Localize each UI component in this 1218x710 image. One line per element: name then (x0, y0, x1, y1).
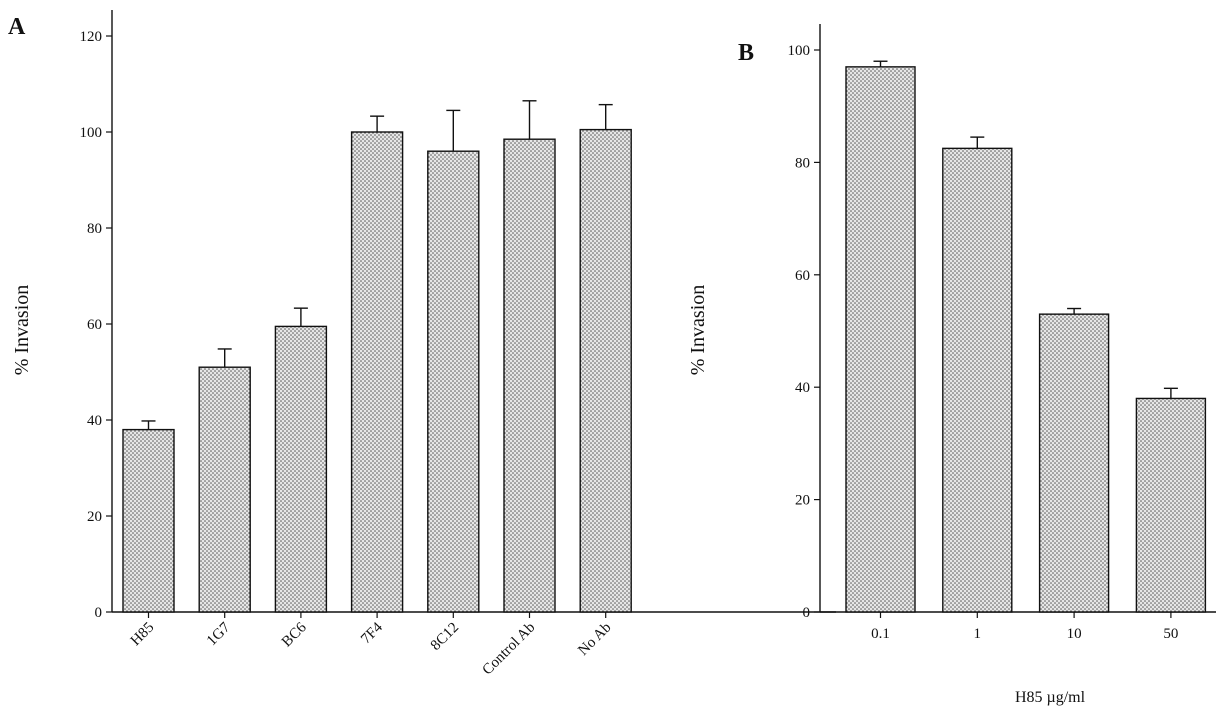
panel-a-chart: A % Invasion 0 20 40 60 80 100 120 H85 1G7 BC6 7F… (8, 10, 836, 678)
category-label: 7F4 (358, 619, 386, 647)
panel-b-x-axis-label: H85 µg/ml (1015, 689, 1086, 706)
bar (1038, 313, 1110, 613)
panel-b-bars (845, 66, 1207, 613)
category-label: 0.1 (871, 626, 890, 642)
bar (1135, 397, 1207, 613)
bar (122, 428, 175, 613)
panel-b-chart: B % Invasion H85 µg/ml 0 20 40 60 80 100 0.1 1… (687, 24, 1216, 706)
y-tick-label: 100 (80, 125, 103, 141)
category-label: Control Ab (480, 620, 539, 679)
category-label: 1G7 (204, 619, 234, 649)
y-tick-label: 20 (87, 509, 102, 525)
y-tick-label: 40 (795, 380, 810, 396)
bar (503, 138, 556, 613)
y-tick-label: 80 (87, 221, 102, 237)
panel-b-y-axis-label: % Invasion (687, 285, 709, 376)
category-label: No Ab (575, 620, 614, 659)
y-tick-label: 120 (80, 29, 103, 45)
panel-b-label: B (738, 40, 754, 66)
y-tick-label: 60 (87, 317, 102, 333)
bar (350, 131, 404, 613)
panel-a-y-ticks: 0 20 40 60 80 100 120 (80, 29, 112, 621)
panel-b-category-labels: 0.1 1 10 50 (871, 612, 1178, 642)
category-label: 50 (1163, 626, 1178, 642)
bar (198, 366, 251, 613)
bar (942, 147, 1013, 613)
y-tick-label: 0 (803, 605, 811, 621)
category-label: BC6 (279, 619, 310, 650)
bar (845, 66, 916, 613)
category-label: 8C12 (428, 620, 462, 654)
panel-a-category-labels: H85 1G7 BC6 7F4 8C12 Control Ab No Ab (128, 612, 615, 678)
panel-a-error-bars (141, 100, 613, 430)
category-label: H85 (128, 620, 158, 650)
panel-a-bars (122, 128, 632, 613)
bar (579, 128, 632, 613)
y-tick-label: 0 (95, 605, 103, 621)
y-tick-label: 80 (795, 155, 810, 171)
y-tick-label: 40 (87, 413, 102, 429)
category-label: 1 (974, 626, 982, 642)
category-label: 10 (1067, 626, 1082, 642)
y-tick-label: 20 (795, 493, 810, 509)
bar (274, 325, 328, 613)
panel-b-y-ticks: 0 20 40 60 80 100 (788, 43, 820, 621)
bar (427, 150, 480, 613)
panel-a-y-axis-label: % Invasion (11, 285, 33, 376)
y-tick-label: 100 (788, 43, 811, 59)
panel-a-label: A (8, 14, 26, 40)
panel-b-error-bars (873, 60, 1178, 399)
y-tick-label: 60 (795, 268, 810, 284)
